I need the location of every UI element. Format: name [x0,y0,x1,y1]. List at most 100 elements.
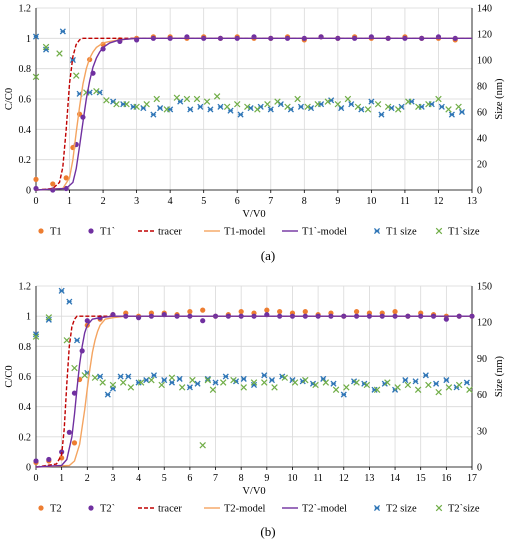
x-tick-label: 0 [34,196,39,207]
data-point-stroke [394,384,401,391]
legend-label: T2`-model [302,504,347,515]
data-point [32,73,40,81]
data-point-stroke [394,106,402,113]
x-tick-label: 2 [101,196,106,207]
data-point [173,94,181,101]
legend-label: tracer [158,227,182,238]
data-point [438,103,445,110]
data-point-stroke [137,379,145,386]
data-point [458,108,465,116]
data-point-stroke [173,94,181,101]
data-point [187,106,194,113]
y-tick-label: 0 [26,463,31,474]
data-point [33,458,39,464]
legend-item: T2`-model [282,504,347,515]
data-point-stroke [291,379,299,386]
data-point [264,307,270,313]
x-tick-label: 3 [134,196,139,207]
data-point [176,375,183,382]
data-point [445,106,452,113]
data-point [240,375,247,382]
data-point [324,98,332,105]
data-point [268,377,276,384]
legend-item: T2 [38,504,62,515]
data-point [71,364,78,372]
data-point [330,380,337,387]
data-point-stroke [45,314,53,321]
series-t1-size [32,28,465,118]
data-point [150,111,157,118]
legend-item: T1 size [373,227,417,238]
data-point [153,95,160,103]
data-point-stroke [183,95,191,103]
x-tick-label: 1 [67,196,72,207]
data-point-stroke [178,384,186,391]
y-tick-label: 0 [26,186,31,197]
data-point [42,43,50,51]
data-point [168,379,175,386]
y2-tick-label: 90 [477,354,487,365]
data-point [322,379,330,386]
data-point [378,111,385,118]
data-point-stroke [363,381,371,389]
data-point-stroke [254,106,261,113]
data-point [203,98,211,105]
data-point [314,100,321,108]
data-point [45,316,52,323]
data-point [73,337,81,344]
legend-item: T2`size [435,504,480,515]
data-point [238,309,244,315]
data-point [348,101,355,108]
data-point-stroke [415,103,422,111]
data-point [97,373,104,380]
data-point-stroke [332,386,340,393]
data-point [161,377,168,384]
data-point [45,314,53,321]
data-point [59,449,65,455]
data-point [148,376,155,384]
data-point [414,386,422,393]
data-point [267,106,274,113]
data-point [109,381,117,389]
legend-marker [38,505,44,511]
data-point-stroke [63,337,71,344]
y2-tick-label: 60 [477,390,487,401]
data-point-stroke [384,379,391,386]
series-t2-size [32,287,470,398]
legend-label: T1`size [448,227,480,238]
data-point [204,376,212,384]
data-point [168,374,176,381]
data-point [237,111,244,118]
data-point [422,372,429,379]
data-point [394,384,401,391]
data-point [354,103,362,111]
y2-tick-label: 60 [477,108,487,119]
legend-label: T1` [100,227,115,238]
y2-tick-label: 100 [477,56,492,67]
data-point [363,381,371,389]
data-point [435,95,442,103]
data-point [384,103,392,111]
data-point [384,379,391,386]
series-t1-model [35,37,472,191]
data-point-stroke [334,100,342,108]
data-point [63,337,71,344]
data-point [158,381,165,389]
data-point [46,456,52,463]
data-point-stroke [466,386,473,393]
x-tick-label: 7 [213,473,218,484]
data-point-stroke [244,103,251,111]
data-point-stroke [163,106,171,113]
data-point-stroke [209,386,217,393]
series-t2-model [35,315,472,468]
data-point [435,388,442,396]
data-point [157,105,164,112]
data-point-stroke [404,381,412,389]
y-axis-label: C/C0 [4,365,15,387]
data-point-stroke [42,43,50,51]
data-point [368,98,375,105]
data-point [371,386,378,393]
data-point [59,455,65,461]
data-point-stroke [133,103,140,111]
series-tracer [35,37,472,191]
